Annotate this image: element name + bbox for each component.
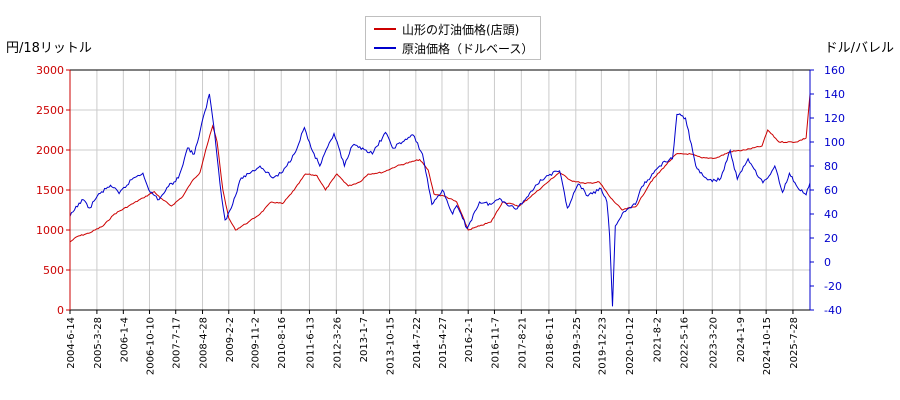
left-tick-label: 3000 [36, 64, 64, 77]
x-tick-label: 2018-6-11 [545, 317, 556, 369]
x-tick-label: 2021-8-2 [652, 317, 663, 362]
left-tick-label: 1000 [36, 224, 64, 237]
x-tick-label: 2015-4-27 [438, 317, 449, 369]
right-tick-label: 160 [824, 64, 845, 77]
legend-swatch-crude [374, 47, 396, 49]
left-tick-label: 500 [43, 264, 64, 277]
legend: 山形の灯油価格(店頭) 原油価格（ドルベース） [365, 16, 541, 60]
x-tick-label: 2024-1-9 [736, 317, 747, 362]
right-tick-label: 60 [824, 184, 838, 197]
x-axis-ticks: 2004-6-14 2005-3-28 2006-1-4 2006-10-10 2007… [66, 310, 800, 375]
x-tick-label: 2016-11-7 [490, 317, 501, 369]
right-tick-label: 0 [824, 256, 831, 269]
series-line-kerosene [70, 93, 810, 243]
x-tick-label: 2016-2-1 [464, 317, 475, 362]
left-axis-ticks: 0 500 1000 1500 2000 2500 3000 [36, 64, 70, 317]
right-tick-label: 140 [824, 88, 845, 101]
x-tick-label: 2008-4-28 [199, 317, 210, 369]
left-axis-label: 円/18リットル [6, 41, 92, 56]
x-tick-label: 2007-7-17 [172, 317, 183, 369]
left-tick-label: 2000 [36, 144, 64, 157]
legend-item-crude: 原油価格（ドルベース） [374, 39, 533, 57]
x-tick-label: 2004-6-14 [66, 317, 77, 369]
x-tick-label: 2011-6-13 [305, 317, 316, 369]
x-tick-label: 2022-5-16 [679, 317, 690, 369]
right-tick-label: 80 [824, 160, 838, 173]
x-tick-label: 2020-10-12 [625, 317, 636, 375]
x-tick-label: 2009-11-2 [250, 317, 261, 369]
right-axis-ticks: -40 -20 0 20 40 60 80 100 120 140 160 [810, 64, 845, 317]
left-tick-label: 2500 [36, 104, 64, 117]
right-tick-label: -40 [824, 304, 842, 317]
right-tick-label: -20 [824, 280, 842, 293]
left-tick-label: 0 [57, 304, 64, 317]
x-tick-label: 2024-10-15 [762, 317, 773, 375]
right-tick-label: 20 [824, 232, 838, 245]
series-line-crude [70, 93, 810, 307]
right-axis-label: ドル/バレル [824, 41, 894, 56]
x-tick-label: 2025-7-28 [789, 317, 800, 369]
x-tick-label: 2010-8-16 [277, 317, 288, 369]
x-tick-label: 2005-3-28 [93, 317, 104, 369]
x-tick-label: 2019-3-25 [572, 317, 583, 369]
legend-label-crude: 原油価格（ドルベース） [402, 41, 534, 56]
x-tick-label: 2012-3-26 [332, 317, 343, 369]
x-tick-label: 2023-3-20 [708, 317, 719, 369]
x-tick-label: 2013-10-15 [386, 317, 397, 375]
right-tick-label: 100 [824, 136, 845, 149]
right-tick-label: 40 [824, 208, 838, 221]
x-tick-label: 2019-12-23 [597, 317, 608, 375]
legend-swatch-kerosene [374, 28, 396, 30]
x-tick-label: 2006-10-10 [145, 317, 156, 375]
x-tick-label: 2013-1-7 [359, 317, 370, 362]
x-tick-label: 2014-7-22 [412, 317, 423, 369]
x-tick-label: 2009-2-2 [225, 317, 236, 362]
series-group [70, 93, 810, 307]
x-tick-label: 2017-8-21 [517, 317, 528, 369]
left-tick-label: 1500 [36, 184, 64, 197]
right-tick-label: 120 [824, 112, 845, 125]
grid [69, 69, 810, 311]
x-tick-label: 2006-1-4 [119, 317, 130, 362]
legend-label-kerosene: 山形の灯油価格(店頭) [402, 22, 520, 37]
legend-item-kerosene: 山形の灯油価格(店頭) [374, 20, 519, 38]
